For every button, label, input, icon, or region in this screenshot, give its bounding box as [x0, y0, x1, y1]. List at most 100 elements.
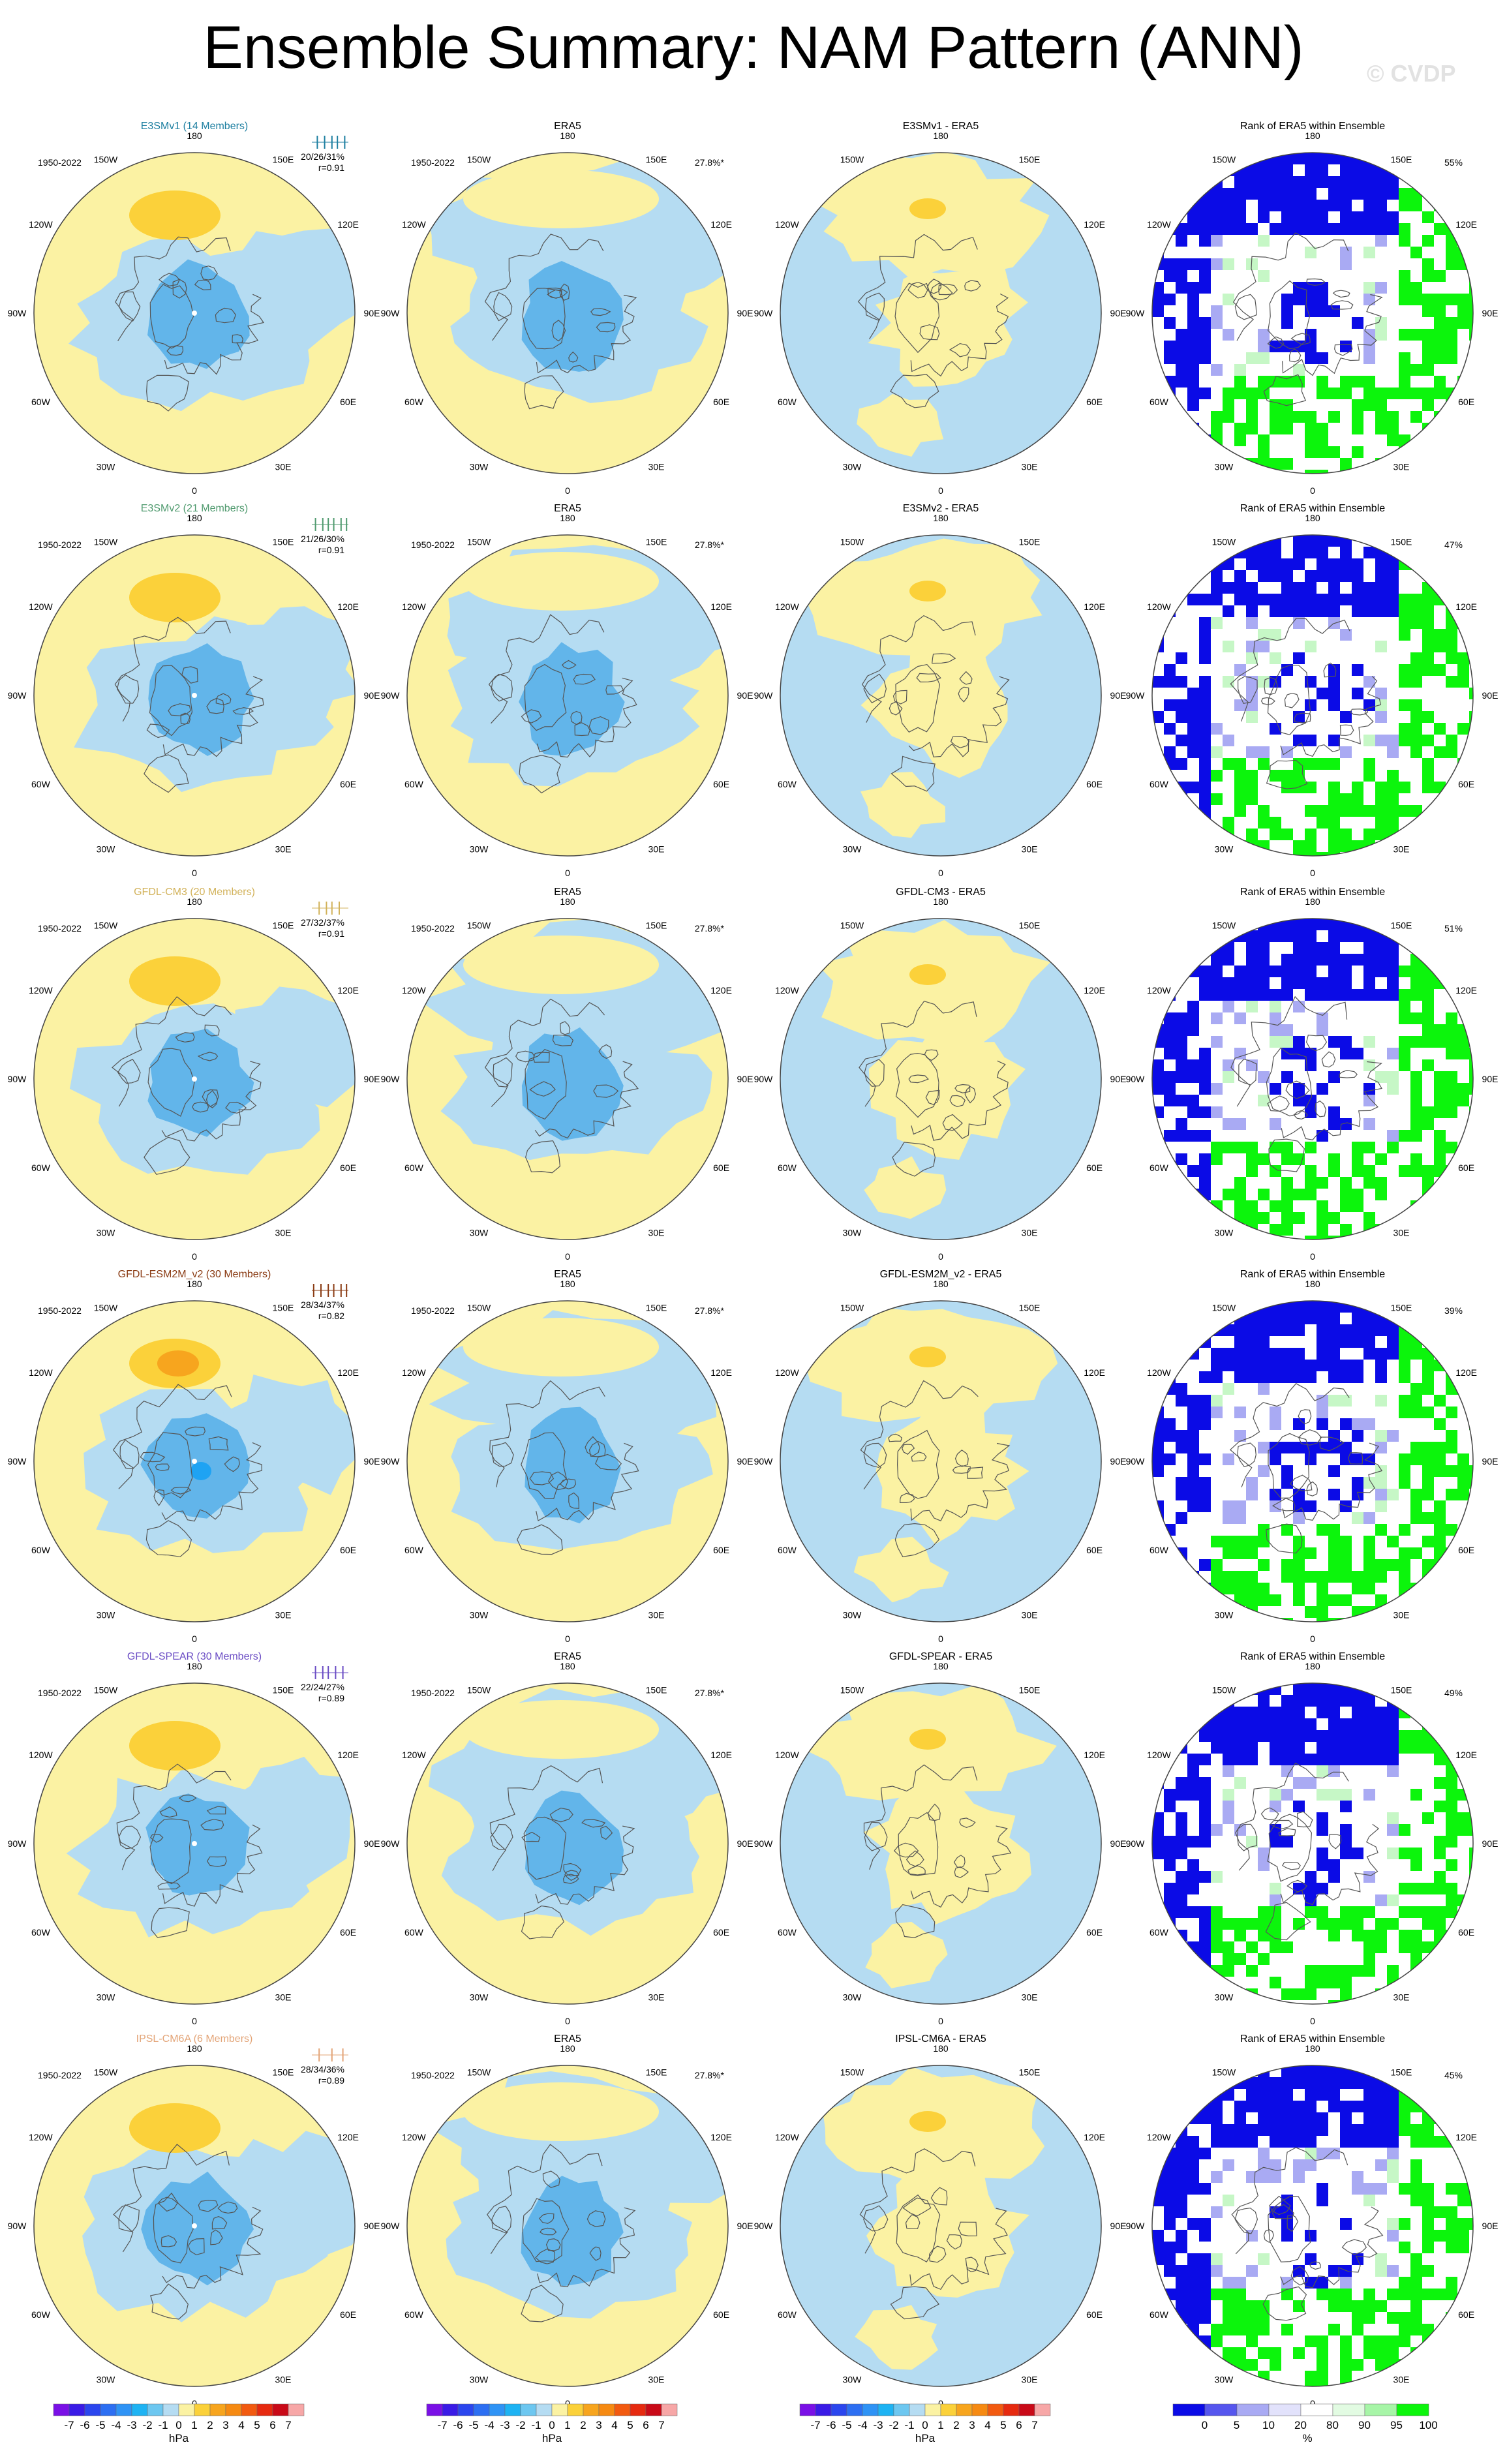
coastline-island	[570, 710, 583, 725]
rank-cell	[1375, 2101, 1387, 2112]
coastline-europe	[890, 2286, 940, 2320]
lon-label: 180	[187, 513, 202, 523]
yellow-center	[868, 1019, 1026, 1160]
rank-cell	[1317, 1789, 1328, 1801]
rank-cell	[1317, 1918, 1328, 1930]
lon-label: 180	[560, 513, 575, 523]
colorbar-swatch	[68, 2403, 85, 2416]
rank-cell	[1457, 1559, 1469, 1571]
rank-cell	[1352, 1742, 1363, 1754]
rank-cell	[1363, 2312, 1375, 2324]
rank-cell	[1187, 782, 1199, 793]
lon-label: 60E	[713, 2309, 729, 2320]
rank-cell	[1246, 699, 1258, 711]
rank-cell	[1293, 1189, 1305, 1200]
rank-cell	[1399, 1059, 1410, 1071]
rank-cell	[1340, 840, 1352, 852]
rank-cell	[1434, 1453, 1446, 1465]
rank-cell	[1422, 1059, 1434, 1071]
rank-cell	[1211, 1871, 1223, 1883]
rank-cell	[1328, 200, 1340, 211]
lon-label: 90E	[1482, 690, 1499, 701]
rank-cell	[1446, 2101, 1457, 2112]
rank-cell	[1363, 1742, 1375, 1754]
rank-cell	[1293, 211, 1305, 223]
rank-cell	[1164, 1453, 1176, 1465]
lon-label: 120E	[1455, 601, 1477, 612]
rank-cell	[1410, 1930, 1422, 1941]
rank-cell	[1176, 1442, 1187, 1453]
rank-cell	[1211, 423, 1223, 434]
rank-cell	[1317, 434, 1328, 446]
rank-cell	[1317, 1571, 1328, 1583]
rank-cell	[1270, 2159, 1281, 2171]
rank-cell	[1340, 376, 1352, 388]
rank-cell	[1410, 2183, 1422, 2195]
colorbar-swatch	[846, 2403, 863, 2416]
rank-cell	[1293, 2065, 1305, 2077]
rank-cell	[1187, 446, 1199, 458]
lon-label: 0	[565, 2398, 570, 2409]
yellow-lobe	[909, 581, 946, 601]
rank-cell	[1352, 2312, 1363, 2324]
rank-cell	[1246, 852, 1258, 856]
colorbar-tick-label: -3	[873, 2419, 883, 2431]
colorbar-tick-label: 5	[627, 2419, 633, 2431]
lon-label: 180	[1305, 513, 1320, 523]
coastlines	[1235, 1762, 1380, 1941]
rank-cell	[1258, 434, 1270, 446]
rank-cell	[1176, 2206, 1187, 2218]
lon-label: 120W	[775, 1367, 799, 1378]
rank-cell	[1340, 2277, 1352, 2289]
lon-label: 180	[1305, 2043, 1320, 2054]
colorbar-tick-label: 3	[222, 2419, 228, 2431]
coastlines	[863, 1764, 1012, 1938]
yellow-lobe	[129, 573, 221, 622]
rank-cell	[1446, 735, 1457, 746]
rank-cell	[1410, 1941, 1422, 1953]
rank-cell	[1211, 1153, 1223, 1165]
rank-cell	[1328, 1106, 1340, 1118]
watermark: © CVDP	[1367, 60, 1456, 87]
rank-cell	[1387, 434, 1399, 446]
rank-cell	[1469, 1083, 1473, 1095]
rank-cell	[1305, 153, 1317, 164]
rank-cell	[1457, 1048, 1469, 1059]
rank-cell	[1328, 1036, 1340, 1048]
rank-cell	[1234, 1777, 1246, 1789]
rank-cell	[1352, 1165, 1363, 1177]
coastline-island	[965, 2257, 979, 2273]
lon-label: 120W	[402, 1750, 426, 1760]
rank-cell	[1176, 2065, 1187, 2077]
rank-cell	[1223, 1500, 1234, 1512]
coastline-island	[908, 1074, 929, 1084]
rank-cell	[1246, 746, 1258, 758]
rank-cell	[1434, 629, 1446, 641]
rank-cell	[1270, 1313, 1281, 1324]
rank-cell	[1387, 1336, 1399, 1348]
rank-cell	[1457, 1083, 1469, 1095]
rank-cell	[1305, 852, 1317, 856]
rank-cell	[1211, 1083, 1223, 1095]
rank-cell	[1375, 793, 1387, 805]
rank-cell	[1446, 1777, 1457, 1789]
rank-cell	[1434, 2101, 1446, 2112]
lon-label: 90E	[737, 1074, 754, 1084]
rank-cell	[1340, 1189, 1352, 1200]
coastline-island	[919, 324, 940, 341]
rank-cell	[1340, 954, 1352, 966]
rank-cell	[1434, 1594, 1446, 1606]
rank-cell	[1457, 411, 1469, 423]
rank-cell	[1446, 2347, 1457, 2359]
rank-cell	[1187, 1200, 1199, 1212]
coastlines	[489, 1765, 635, 1939]
rank-cell	[1399, 1360, 1410, 1371]
rank-cell	[1152, 2253, 1164, 2265]
lon-label: 150W	[467, 2067, 491, 2077]
rank-cell	[1317, 1024, 1328, 1036]
rank-cell	[1422, 211, 1434, 223]
rank-cell	[1363, 2289, 1375, 2300]
rank-cell	[1399, 1742, 1410, 1754]
map-border	[1151, 534, 1474, 857]
rank-cell	[1152, 1836, 1164, 1848]
